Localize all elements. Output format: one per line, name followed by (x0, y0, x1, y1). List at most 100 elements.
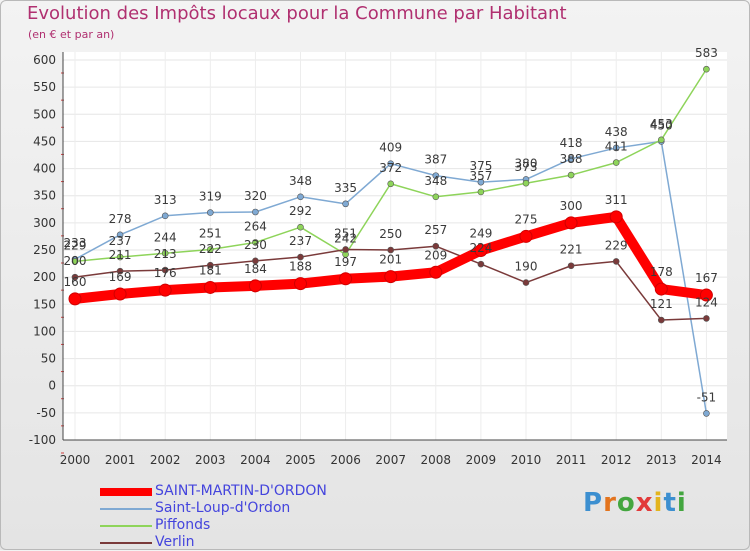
data-label: 250 (379, 227, 402, 241)
data-label: 237 (109, 234, 132, 248)
legend-label: SAINT-MARTIN-D'ORDON (155, 483, 327, 499)
legend-swatch (100, 508, 152, 510)
data-point (116, 253, 124, 261)
data-label: 209 (424, 248, 447, 262)
data-label: 348 (289, 174, 312, 188)
data-label: 230 (244, 238, 267, 252)
data-point (477, 178, 485, 186)
x-tick-label: 2012 (601, 453, 632, 467)
data-point (703, 410, 710, 417)
x-tick-label: 2004 (240, 453, 271, 467)
y-tick-label: 600 (33, 53, 56, 67)
data-point (432, 172, 440, 179)
data-point (158, 283, 172, 297)
data-label: 169 (109, 270, 132, 284)
data-label: 184 (244, 262, 267, 276)
x-tick-label: 2000 (60, 453, 91, 467)
data-point (297, 253, 304, 261)
data-point (477, 260, 485, 268)
x-tick-label: 2010 (511, 453, 542, 467)
data-point (612, 144, 620, 152)
legend-label: Saint-Loup-d'Ordon (155, 500, 291, 516)
y-tick-label: 450 (33, 134, 56, 148)
data-point (522, 279, 530, 286)
data-point (297, 193, 304, 201)
data-point (252, 257, 259, 265)
data-point (474, 244, 488, 258)
y-tick-label: 550 (33, 80, 56, 94)
data-label: 583 (695, 46, 718, 60)
data-point (612, 159, 620, 166)
y-tick-label: 500 (33, 107, 56, 121)
x-tick-label: 2006 (330, 453, 361, 467)
data-point (161, 266, 169, 274)
data-point (432, 193, 440, 201)
data-label: 190 (515, 260, 538, 274)
data-label: 211 (109, 248, 132, 262)
legend-label: Piffonds (155, 517, 211, 533)
x-tick-label: 2007 (375, 453, 406, 467)
chart-subtitle: (en € et par an) (28, 28, 115, 41)
data-point (609, 210, 623, 224)
data-label: 300 (560, 199, 583, 213)
data-label: 418 (560, 136, 583, 150)
data-point (297, 223, 304, 231)
data-point (252, 239, 259, 246)
x-tick-label: 2003 (195, 453, 226, 467)
data-point (68, 292, 82, 306)
data-point (567, 155, 575, 163)
data-point (207, 209, 214, 216)
data-point (387, 160, 395, 167)
data-label: 411 (605, 140, 628, 154)
data-label: 264 (244, 219, 267, 233)
x-tick-label: 2001 (105, 453, 136, 467)
data-label: 320 (244, 189, 267, 203)
data-label: 450 (650, 118, 673, 132)
data-label: 278 (109, 212, 132, 226)
y-tick-label: 200 (33, 270, 56, 284)
data-label: 380 (515, 156, 538, 170)
y-tick-label: 150 (33, 297, 56, 311)
data-label: 229 (605, 238, 628, 252)
data-label: 257 (424, 223, 447, 237)
x-tick-label: 2002 (150, 453, 181, 467)
data-label: 319 (199, 190, 222, 204)
data-label: 373 (515, 160, 538, 174)
data-point (703, 315, 710, 322)
data-label: 375 (469, 159, 492, 173)
data-point (522, 179, 530, 187)
y-tick-label: 350 (33, 189, 56, 203)
data-label: 313 (154, 193, 177, 207)
data-point (207, 261, 214, 269)
data-point (564, 216, 578, 230)
y-tick-label: -100 (29, 433, 56, 447)
y-tick-label: 0 (48, 379, 56, 393)
data-label: 242 (334, 231, 357, 245)
data-point (429, 265, 443, 279)
data-label: 387 (424, 153, 447, 167)
data-point (248, 279, 262, 293)
data-point (71, 273, 79, 281)
data-point (116, 267, 124, 275)
data-label: 160 (64, 275, 87, 289)
data-point (339, 272, 353, 286)
data-point (342, 200, 349, 208)
data-label: 388 (560, 152, 583, 166)
data-point (387, 246, 395, 254)
legend-swatch (100, 542, 152, 544)
data-label: 200 (64, 254, 87, 268)
data-point (567, 262, 575, 270)
data-label: 357 (469, 169, 492, 183)
data-label: 409 (379, 141, 402, 155)
data-label: 292 (289, 204, 312, 218)
x-tick-label: 2009 (466, 453, 497, 467)
data-point (252, 208, 259, 216)
data-label: 197 (334, 255, 357, 269)
data-label: 233 (64, 236, 87, 250)
data-label: 229 (64, 238, 87, 252)
data-label: 124 (695, 295, 718, 309)
x-tick-label: 2008 (421, 453, 452, 467)
data-label: 224 (469, 241, 492, 255)
data-point (342, 246, 349, 253)
data-label: -51 (697, 390, 717, 404)
